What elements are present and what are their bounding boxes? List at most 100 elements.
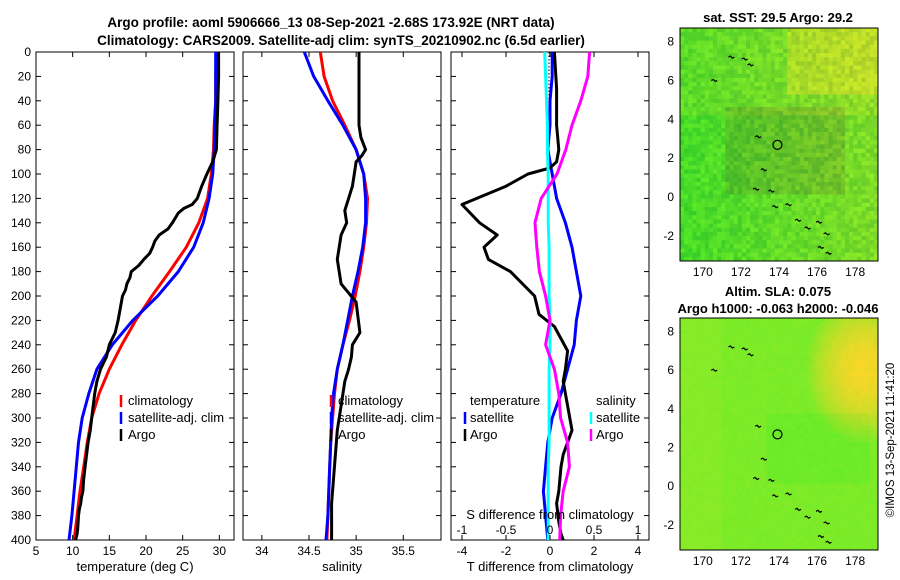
map-cell xyxy=(766,525,772,530)
imos-watermark: ©IMOS 13-Sep-2021 11:41:20 xyxy=(885,363,897,518)
map-cell xyxy=(721,318,726,323)
map-cell xyxy=(680,471,685,477)
map-cell xyxy=(840,198,846,204)
map-cell xyxy=(857,69,863,75)
map-cell xyxy=(845,136,850,141)
map-cell xyxy=(779,463,784,468)
map-cell xyxy=(750,521,755,526)
map-cell xyxy=(704,32,710,37)
map-cell xyxy=(816,471,821,477)
map-cell xyxy=(721,52,726,58)
map-cell xyxy=(725,165,731,171)
map-cell xyxy=(721,248,726,254)
map-cell xyxy=(737,177,743,183)
map-cell xyxy=(861,136,867,141)
map-cell xyxy=(766,198,772,204)
map-cell xyxy=(725,351,731,356)
map-cell xyxy=(762,388,768,394)
map-cell xyxy=(770,463,776,468)
map-cell xyxy=(791,206,797,212)
map-cell xyxy=(869,248,875,254)
map-cell xyxy=(725,82,731,87)
map-cell xyxy=(758,136,764,141)
map-cell xyxy=(708,454,714,460)
map-cell xyxy=(816,140,821,146)
map-cell xyxy=(692,206,698,212)
map-cell xyxy=(688,219,693,225)
map-cell xyxy=(729,479,735,485)
map-cell xyxy=(799,223,805,229)
map-cell xyxy=(770,450,776,456)
map-cell xyxy=(861,181,867,187)
map-cell xyxy=(799,173,805,179)
map-cell xyxy=(684,132,689,137)
map-cell xyxy=(704,413,710,419)
map-cell xyxy=(713,57,718,62)
map-cell xyxy=(680,504,685,510)
map-cell xyxy=(824,438,830,443)
map-cell xyxy=(861,65,867,71)
map-cell xyxy=(836,240,842,245)
map-cell xyxy=(816,181,821,187)
map-cell xyxy=(774,111,780,116)
map-cell xyxy=(820,140,825,146)
map-cell xyxy=(828,219,834,225)
map-cell xyxy=(741,44,747,50)
map-cell xyxy=(812,177,817,183)
map-cell xyxy=(708,94,714,100)
map-cell xyxy=(729,425,735,431)
map-cell xyxy=(708,512,714,518)
map-cell xyxy=(704,525,710,530)
map-cell xyxy=(746,48,751,54)
map-cell xyxy=(688,177,693,183)
map-cell xyxy=(787,227,792,233)
map-cell xyxy=(840,115,846,121)
map-cell xyxy=(799,525,805,530)
map-cell xyxy=(708,384,714,390)
map-cell xyxy=(803,463,809,468)
map-cell xyxy=(721,471,726,477)
map-cell xyxy=(774,181,780,187)
map-cell xyxy=(832,77,838,83)
map-cell xyxy=(853,40,858,46)
map-cell xyxy=(791,244,797,250)
map-cell xyxy=(824,107,830,112)
map-cell xyxy=(820,244,825,250)
map-cell xyxy=(836,248,842,254)
map-cell xyxy=(725,384,731,390)
map-cell xyxy=(758,156,764,162)
map-cell xyxy=(820,446,825,452)
map-cell xyxy=(733,496,739,501)
map-cell xyxy=(820,318,825,323)
map-cell xyxy=(845,227,850,233)
map-cell xyxy=(696,471,702,477)
map-cell xyxy=(791,28,797,33)
map-cell xyxy=(812,194,817,200)
map-cell xyxy=(845,211,850,216)
map-cell xyxy=(708,102,714,108)
map-cell xyxy=(758,363,764,369)
map-cell xyxy=(820,367,825,373)
legend-label-argo: Argo xyxy=(338,427,365,442)
map-cell xyxy=(766,487,772,493)
map-cell xyxy=(774,371,780,377)
map-cell xyxy=(774,169,780,175)
map-cell xyxy=(680,57,685,62)
map-cell xyxy=(754,119,759,125)
map-cell xyxy=(832,127,838,133)
map-cell xyxy=(820,156,825,162)
map-cell xyxy=(845,219,850,225)
map-cell xyxy=(725,392,731,398)
map-cell xyxy=(680,376,685,381)
map-cell xyxy=(733,463,739,468)
map-cell xyxy=(812,450,817,456)
map-cell xyxy=(807,355,813,361)
map-cell xyxy=(704,537,710,543)
map-cell xyxy=(795,102,801,108)
map-cell xyxy=(770,136,776,141)
map-cell xyxy=(729,334,735,340)
map-cell xyxy=(807,148,813,154)
map-cell xyxy=(853,111,858,116)
map-cell xyxy=(812,65,817,71)
map-cell xyxy=(791,32,797,37)
